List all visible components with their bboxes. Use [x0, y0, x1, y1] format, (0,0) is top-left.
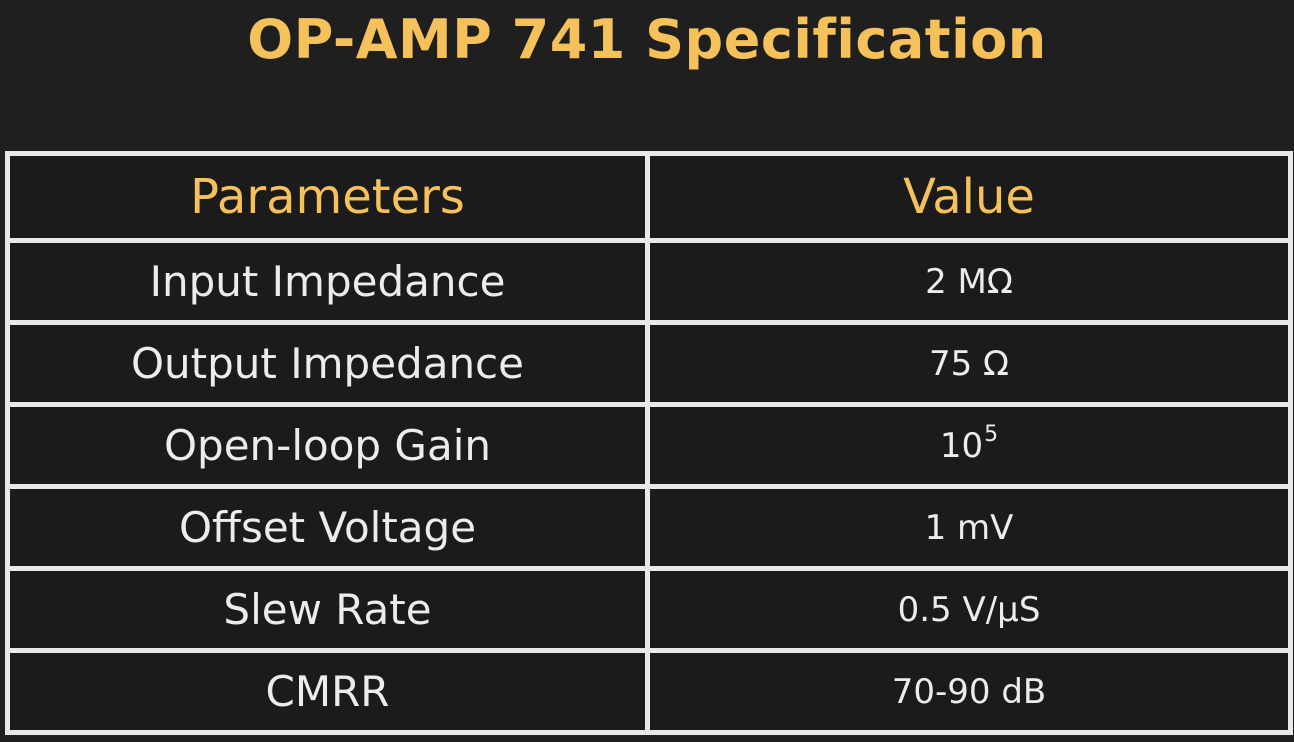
parameter-cell: Open-loop Gain: [5, 402, 650, 489]
table-row-input-impedance: Input Impedance 2 MΩ: [5, 238, 1293, 325]
value-cell: 2 MΩ: [645, 238, 1293, 325]
value-cell: 105: [645, 402, 1293, 489]
column-header-parameters: Parameters: [5, 151, 650, 243]
table-row-open-loop-gain: Open-loop Gain 105: [5, 402, 1293, 489]
parameter-cell: Slew Rate: [5, 566, 650, 653]
value-base: 10: [939, 425, 984, 466]
table-row-slew-rate: Slew Rate 0.5 V/µS: [5, 566, 1293, 653]
parameter-cell: Input Impedance: [5, 238, 650, 325]
table-row-cmrr: CMRR 70-90 dB: [5, 648, 1293, 735]
page-title: OP-AMP 741 Specification: [247, 8, 1047, 71]
value-cell: 1 mV: [645, 484, 1293, 571]
column-header-value: Value: [645, 151, 1293, 243]
table-row-offset-voltage: Offset Voltage 1 mV: [5, 484, 1293, 571]
parameter-cell: Offset Voltage: [5, 484, 650, 571]
table-row-output-impedance: Output Impedance 75 Ω: [5, 320, 1293, 407]
table-header-row: Parameters Value: [5, 151, 1293, 243]
value-cell: 75 Ω: [645, 320, 1293, 407]
value-cell: 70-90 dB: [645, 648, 1293, 735]
specification-table: Parameters Value Input Impedance 2 MΩ Ou…: [5, 151, 1293, 735]
parameter-cell: CMRR: [5, 648, 650, 735]
value-cell: 0.5 V/µS: [645, 566, 1293, 653]
value-exponent: 5: [984, 421, 999, 447]
parameter-cell: Output Impedance: [5, 320, 650, 407]
